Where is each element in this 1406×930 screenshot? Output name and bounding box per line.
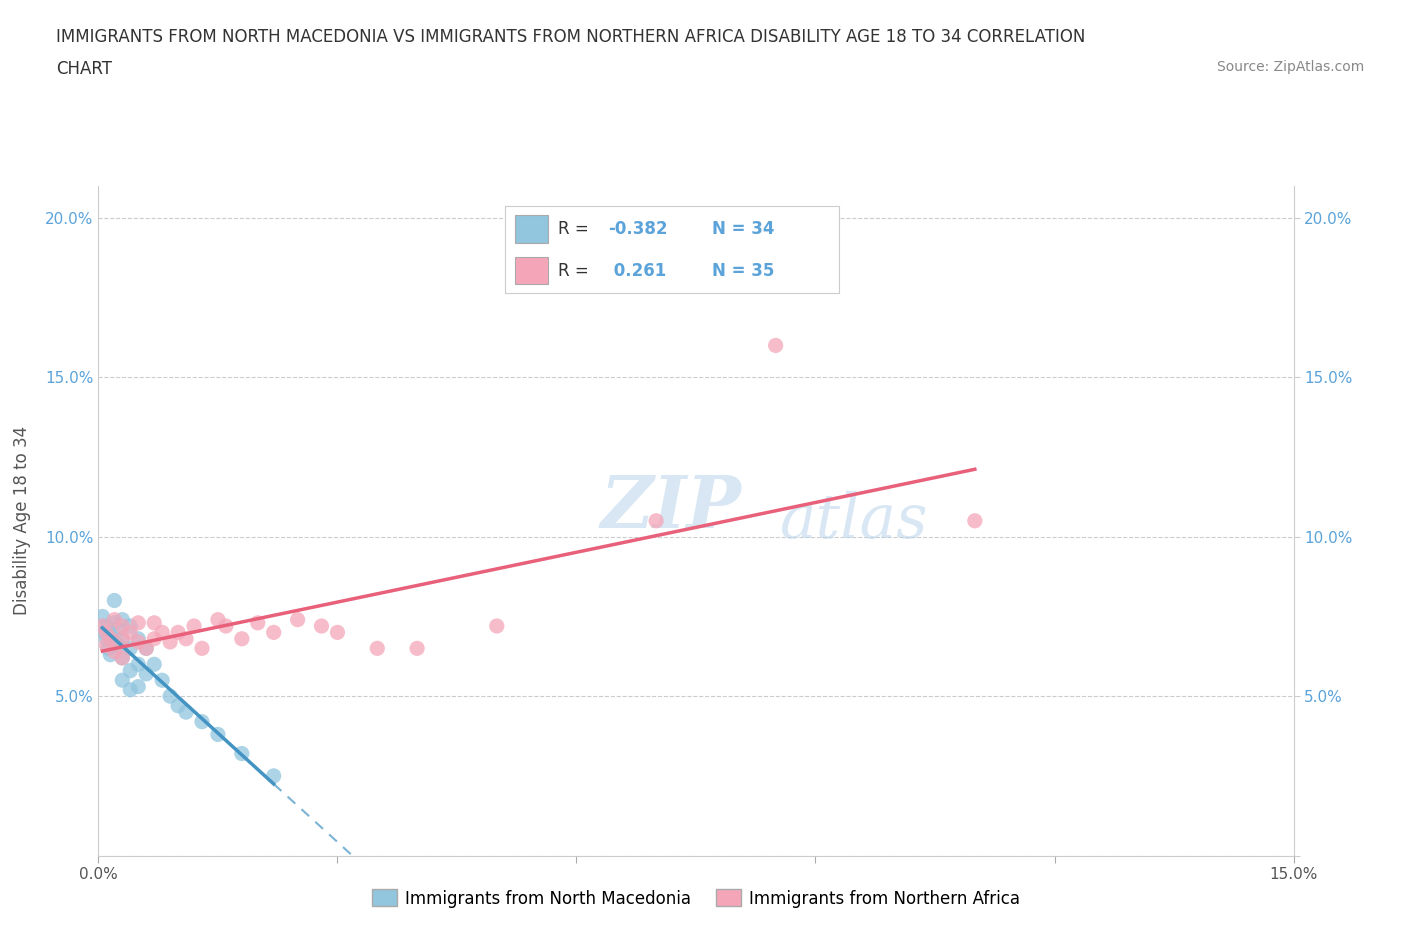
Point <box>127 634 149 649</box>
Point <box>159 689 181 704</box>
Point <box>100 628 122 643</box>
Point <box>150 625 173 640</box>
Point <box>127 631 149 646</box>
Point <box>143 657 166 671</box>
Point <box>645 513 668 528</box>
Point <box>111 631 134 646</box>
Point <box>135 641 157 656</box>
Point <box>311 618 333 633</box>
Point <box>406 641 429 656</box>
Point <box>111 650 134 665</box>
Point <box>326 625 349 640</box>
Text: ZIP: ZIP <box>600 472 741 543</box>
Point <box>127 679 149 694</box>
Point <box>127 616 149 631</box>
Point <box>231 631 253 646</box>
Point <box>96 638 118 653</box>
Point <box>96 618 118 633</box>
Point <box>120 663 142 678</box>
Text: Source: ZipAtlas.com: Source: ZipAtlas.com <box>1216 60 1364 74</box>
Point <box>100 631 122 646</box>
Point <box>107 638 129 653</box>
Point <box>120 618 142 633</box>
Point <box>127 657 149 671</box>
Point <box>103 612 125 627</box>
Point <box>263 768 285 783</box>
Point <box>120 641 142 656</box>
Point <box>174 631 197 646</box>
Point <box>143 631 166 646</box>
Point <box>111 631 134 646</box>
Point <box>91 618 114 633</box>
Point <box>120 625 142 640</box>
Point <box>167 698 190 713</box>
Point <box>366 641 388 656</box>
Point <box>103 593 125 608</box>
Point <box>91 609 114 624</box>
Point <box>174 705 197 720</box>
Point <box>191 641 214 656</box>
Point <box>120 683 142 698</box>
Point <box>167 625 190 640</box>
Point <box>963 513 986 528</box>
Point <box>159 634 181 649</box>
Point <box>111 612 134 627</box>
Point <box>207 612 229 627</box>
Point <box>231 746 253 761</box>
Point <box>143 616 166 631</box>
Legend: Immigrants from North Macedonia, Immigrants from Northern Africa: Immigrants from North Macedonia, Immigra… <box>366 883 1026 914</box>
Point <box>207 727 229 742</box>
Text: CHART: CHART <box>56 60 112 78</box>
Point <box>107 622 129 637</box>
Point <box>135 667 157 682</box>
Point <box>103 616 125 631</box>
Point <box>183 618 205 633</box>
Point <box>94 625 117 640</box>
Point <box>485 618 508 633</box>
Point <box>103 634 125 649</box>
Point <box>135 641 157 656</box>
Point <box>103 644 125 659</box>
Point <box>287 612 309 627</box>
Y-axis label: Disability Age 18 to 34: Disability Age 18 to 34 <box>13 426 31 616</box>
Point <box>150 672 173 687</box>
Text: IMMIGRANTS FROM NORTH MACEDONIA VS IMMIGRANTS FROM NORTHERN AFRICA DISABILITY AG: IMMIGRANTS FROM NORTH MACEDONIA VS IMMIG… <box>56 28 1085 46</box>
Point <box>215 618 238 633</box>
Point <box>96 631 118 646</box>
Point <box>246 616 269 631</box>
Point <box>97 641 120 656</box>
Point <box>100 647 122 662</box>
Text: atlas: atlas <box>779 491 928 551</box>
Point <box>263 625 285 640</box>
Point <box>96 625 118 640</box>
Point <box>191 714 214 729</box>
Point <box>765 338 787 352</box>
Point <box>111 650 134 665</box>
Point <box>111 672 134 687</box>
Point <box>111 618 134 633</box>
